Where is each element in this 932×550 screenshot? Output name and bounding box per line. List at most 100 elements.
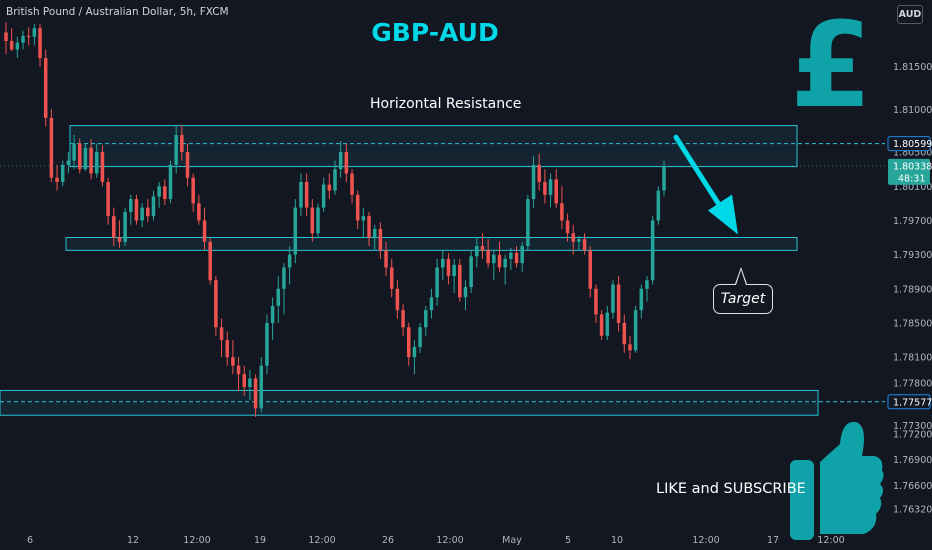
- candle-body: [282, 267, 286, 289]
- candle-body: [310, 207, 315, 234]
- candle-body: [338, 152, 343, 170]
- time-tick-label: 12:00: [308, 535, 335, 546]
- time-tick-label: 5: [565, 535, 571, 546]
- currency-button[interactable]: AUD: [897, 5, 923, 24]
- candle-body: [355, 194, 360, 221]
- candle-body: [650, 220, 655, 281]
- price-tick-label: 1.79700: [893, 216, 932, 227]
- candle-body: [588, 250, 593, 289]
- candle-body: [157, 186, 161, 197]
- candle-body: [395, 288, 400, 311]
- candle-body: [531, 164, 536, 200]
- candle-body: [333, 169, 337, 191]
- last-price-label: 1.80338: [893, 161, 932, 172]
- candle-body: [611, 284, 615, 313]
- candle-body: [129, 199, 133, 212]
- candle-body: [219, 327, 224, 341]
- candle-body: [605, 312, 610, 336]
- candle-body: [594, 288, 598, 315]
- time-tick-label: 26: [382, 535, 394, 546]
- candle-body: [304, 181, 309, 208]
- resistance-label: Horizontal Resistance: [370, 96, 522, 112]
- candle-body: [32, 28, 37, 37]
- candle-body: [656, 190, 661, 221]
- candle-body: [321, 184, 326, 208]
- candle-body: [140, 207, 144, 221]
- candle-body: [202, 220, 207, 242]
- candle-body: [401, 310, 405, 328]
- candle-body: [514, 252, 519, 264]
- level-tag-box: [887, 394, 931, 410]
- candle-body: [475, 246, 479, 257]
- price-tick-label: 1.78500: [893, 318, 932, 329]
- candle-body: [412, 346, 417, 358]
- candle-body: [146, 207, 150, 217]
- time-tick-label: 12:00: [183, 535, 210, 546]
- candle-body: [582, 239, 587, 251]
- target-notch-inner: [736, 270, 746, 285]
- candle-body: [55, 177, 59, 182]
- candle-body: [197, 203, 201, 221]
- candle-body: [599, 314, 604, 336]
- candle-body: [9, 41, 14, 50]
- candle-body: [622, 322, 627, 345]
- candle-body: [123, 211, 127, 242]
- time-tick-label: May: [502, 535, 522, 546]
- candle-body: [441, 258, 445, 268]
- forecast-arrow-head: [708, 194, 738, 235]
- candle-body: [565, 220, 570, 234]
- candle-body: [406, 327, 411, 358]
- candle-body: [106, 181, 110, 217]
- price-tick-label: 1.76320: [893, 505, 932, 516]
- candle-body: [43, 58, 48, 118]
- last-price-tag: [888, 158, 930, 185]
- candle-body: [299, 181, 303, 208]
- zone-box: [65, 237, 798, 251]
- candle-body: [429, 297, 434, 311]
- candle-body: [72, 143, 76, 161]
- candle-body: [446, 258, 451, 276]
- candle-body: [185, 152, 190, 178]
- time-tick-label: 17: [767, 535, 779, 546]
- candle-body: [378, 228, 383, 251]
- countdown-label: 48:31: [898, 173, 925, 184]
- candle-body: [435, 267, 439, 298]
- candle-body: [66, 160, 71, 165]
- zone-box: [0, 389, 819, 416]
- candle-body: [4, 32, 8, 42]
- candle-body: [21, 35, 25, 43]
- candle-body: [293, 207, 298, 255]
- price-tick-label: 1.79300: [893, 250, 932, 261]
- candle-body: [89, 147, 93, 174]
- price-tick-label: 1.80100: [893, 182, 932, 193]
- time-axis: 6 12 12:00 19 12:00 26 12:00 May 5 10 12:00 17 12:00: [27, 535, 845, 546]
- time-tick-label: 12: [127, 535, 139, 546]
- candle-body: [418, 327, 422, 347]
- candle-body: [26, 35, 31, 37]
- candle-body: [486, 250, 490, 264]
- candle-body: [327, 184, 332, 191]
- candle-body: [60, 164, 65, 182]
- symbol-header[interactable]: British Pound / Australian Dollar, 5h, F…: [6, 6, 229, 18]
- candle-body: [77, 143, 82, 170]
- candle-body: [276, 288, 281, 306]
- candle-body: [95, 152, 99, 174]
- candle-body: [520, 246, 524, 264]
- target-callout: Target: [713, 284, 773, 314]
- candle-body: [287, 254, 292, 268]
- candle-body: [384, 250, 388, 268]
- candle-body: [231, 357, 235, 366]
- price-tick-label: 1.80500: [893, 148, 932, 159]
- price-axis: 1.81500 1.81000 1.80500 1.80100 1.79700 1.793…: [0, 62, 932, 516]
- candle-body: [236, 365, 241, 375]
- candle-body: [214, 280, 218, 328]
- price-tick-label: 1.77300: [893, 421, 932, 432]
- candle-body: [208, 241, 212, 281]
- price-tick-label: 1.77200: [893, 430, 932, 441]
- candle-body: [458, 264, 462, 298]
- candle-body: [191, 177, 195, 204]
- candle-body: [424, 310, 428, 328]
- chart-title: GBP-AUD: [371, 18, 499, 47]
